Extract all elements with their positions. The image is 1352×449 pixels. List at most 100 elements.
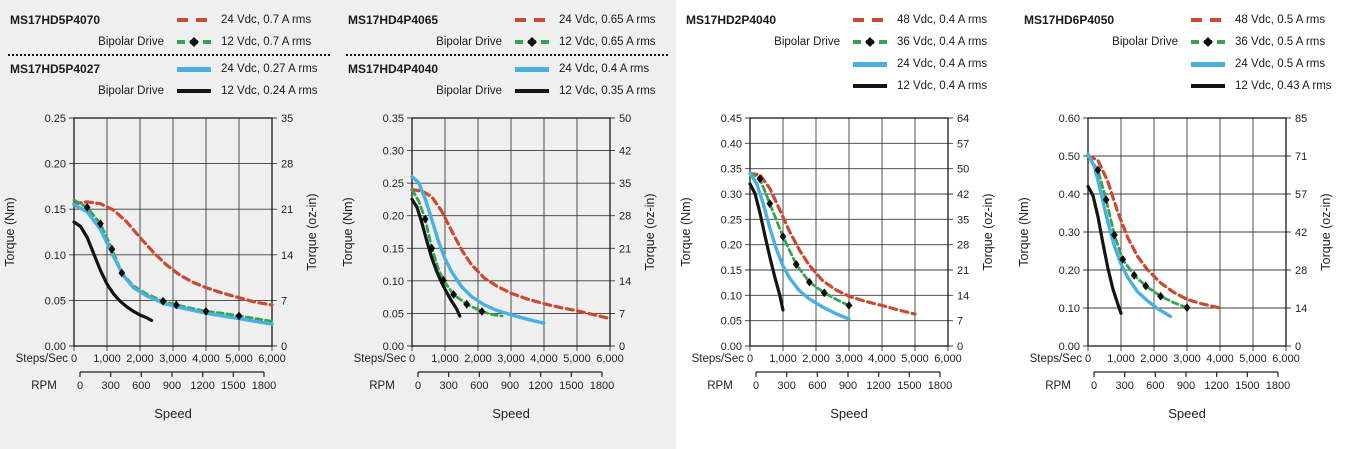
steps-tick-label: 3,000 — [835, 353, 863, 365]
legend-swatch-blue-solid — [174, 63, 214, 75]
y-tick-label-left: 0.20 — [383, 211, 404, 223]
motor-name: MS17HD2P4040 — [686, 13, 777, 27]
series-red-dashed — [410, 188, 612, 321]
y-tick-label-left: 0.10 — [45, 250, 66, 262]
motor-name: MS17HD5P4027 — [10, 62, 101, 76]
rpm-tick-label: 900 — [1177, 380, 1195, 392]
y-axis-title-left: Torque (Nm) — [3, 197, 17, 266]
y-tick-label-left: 0.30 — [383, 146, 404, 158]
steps-tick-label: 2,000 — [126, 353, 154, 365]
chart-svg-3: 0.00 0.05 0.10 0.15 0.20 0.25 0.30 0.35 0.40 0.45… — [679, 113, 995, 421]
steps-tick-label: 4,000 — [868, 353, 896, 365]
drive-label: Bipolar Drive — [774, 36, 840, 48]
diamond-markers — [756, 174, 853, 310]
legend-entry-label: 48 Vdc, 0.5 A rms — [1235, 14, 1326, 26]
series-black-solid — [748, 182, 785, 312]
x-axis-title: Speed — [1168, 406, 1206, 421]
x-axis-rpm-row: RPM 0 300 600 900 1200 1500 1800 — [31, 371, 276, 392]
rpm-tick-label: 1800 — [252, 380, 276, 392]
steps-tick-label: 0 — [71, 353, 77, 365]
y-tick-label-left: 0.20 — [45, 159, 66, 171]
rpm-tick-label: 1800 — [590, 380, 614, 392]
legend-row: 12 Vdc, 0.4 A rms — [684, 75, 1006, 97]
legend-row: Bipolar Drive 36 Vdc, 0.5 A rms — [1022, 31, 1344, 53]
drive-label: Bipolar Drive — [436, 36, 502, 48]
legend-swatch-green-dashed-diamond — [512, 36, 552, 48]
y-tick-label-right: 0 — [1295, 341, 1301, 353]
rpm-label: RPM — [707, 380, 733, 392]
chart-panel-2: MS17HD4P4065 24 Vdc, 0.65 A rms Bipolar Dr… — [338, 0, 676, 449]
series-blue-solid — [410, 174, 546, 325]
y-tick-label-left: 0.15 — [721, 265, 742, 277]
y-tick-label-left: 0.50 — [1059, 151, 1080, 163]
legend-swatch-green-dashed-diamond — [1188, 36, 1228, 48]
y-tick-label-left: 0.00 — [721, 341, 742, 353]
legend-swatch-black-solid — [174, 85, 214, 97]
line-sample-icon — [515, 89, 549, 93]
line-sample-icon — [1191, 18, 1225, 22]
legend-row: Bipolar Drive 12 Vdc, 0.7 A rms — [8, 31, 330, 53]
steps-tick-label: 5,000 — [1239, 353, 1267, 365]
legend-swatch-green-dashed-diamond — [174, 36, 214, 48]
rpm-tick-label: 1500 — [897, 380, 921, 392]
series-black-solid — [72, 220, 154, 323]
steps-tick-label: 1,000 — [431, 353, 459, 365]
y-tick-label-left: 0.15 — [45, 204, 66, 216]
legend-entry-label: 36 Vdc, 0.4 A rms — [897, 36, 988, 48]
steps-tick-label: 1,000 — [93, 353, 121, 365]
y-tick-label-left: 0.05 — [721, 316, 742, 328]
diamond-marker-icon — [865, 37, 875, 47]
line-sample-icon — [177, 89, 211, 93]
legend-entry-label: 36 Vdc, 0.5 A rms — [1235, 36, 1326, 48]
y-tick-label-right: 57 — [957, 138, 969, 150]
y-tick-label-left: 0.05 — [383, 308, 404, 320]
rpm-tick-label: 300 — [1115, 380, 1133, 392]
series-blue-solid — [1086, 152, 1173, 319]
legend-entry-label: 12 Vdc, 0.4 A rms — [897, 80, 988, 92]
legend-row: MS17HD4P4065 24 Vdc, 0.65 A rms — [346, 9, 668, 31]
steps-tick-label: 6,000 — [1272, 353, 1300, 365]
y-tick-label-right: 21 — [619, 243, 631, 255]
y-tick-label-left: 0.40 — [721, 138, 742, 150]
rpm-tick-label: 300 — [439, 380, 457, 392]
y-tick-label-left: 0.20 — [1059, 265, 1080, 277]
legend-row: 24 Vdc, 0.4 A rms — [684, 53, 1006, 75]
y-tick-label-right: 71 — [1295, 151, 1307, 163]
series-black-solid — [1086, 184, 1123, 315]
y-tick-label-right: 0 — [957, 341, 963, 353]
chart-svg-4: 0.00 0.10 0.20 0.30 0.40 0.50 0.60 0 14 28 42 57 71 8… — [1017, 113, 1333, 421]
y-axis-right-ticks: 0 7 14 21 28 35 42 50 57 64 — [957, 113, 969, 353]
y-tick-label-right: 7 — [619, 308, 625, 320]
line-sample-icon — [515, 18, 549, 22]
line-sample-icon — [177, 18, 211, 22]
diamond-marker-icon — [1203, 37, 1213, 47]
series-black-solid — [410, 197, 462, 318]
steps-tick-label: 1,000 — [1107, 353, 1135, 365]
y-tick-label-right: 14 — [281, 250, 293, 262]
y-tick-label-right: 7 — [281, 295, 287, 307]
line-sample-icon — [853, 84, 887, 88]
rpm-label: RPM — [369, 380, 395, 392]
legend-swatch-red-dashed — [1188, 14, 1228, 26]
steps-tick-label: 3,000 — [497, 353, 525, 365]
diamond-marker-icon — [527, 37, 537, 47]
legend-swatch-red-dashed — [174, 14, 214, 26]
line-sample-icon — [853, 61, 887, 67]
steps-tick-label: 6,000 — [596, 353, 624, 365]
y-tick-label-left: 0.00 — [383, 341, 404, 353]
line-sample-icon — [1191, 61, 1225, 67]
drive-label: Bipolar Drive — [1112, 36, 1178, 48]
legend-swatch-black-solid — [512, 85, 552, 97]
y-axis-title-right: Torque (oz-in) — [1319, 193, 1333, 270]
steps-tick-label: 4,000 — [530, 353, 558, 365]
y-axis-title-left: Torque (Nm) — [1017, 197, 1031, 266]
diamond-marker-icon — [189, 37, 199, 47]
y-tick-label-right: 42 — [957, 189, 969, 201]
chart-panel-4: MS17HD6P4050 48 Vdc, 0.5 A rms Bipolar Dri… — [1014, 0, 1352, 449]
rpm-tick-label: 0 — [77, 380, 83, 392]
rpm-tick-label: 600 — [1146, 380, 1164, 392]
y-tick-label-left: 0.05 — [45, 295, 66, 307]
motor-name: MS17HD5P4070 — [10, 13, 101, 27]
legend-row: Bipolar Drive 12 Vdc, 0.35 A rms — [346, 80, 668, 102]
y-axis-right-ticks: 0 7 14 21 28 35 — [281, 113, 293, 353]
